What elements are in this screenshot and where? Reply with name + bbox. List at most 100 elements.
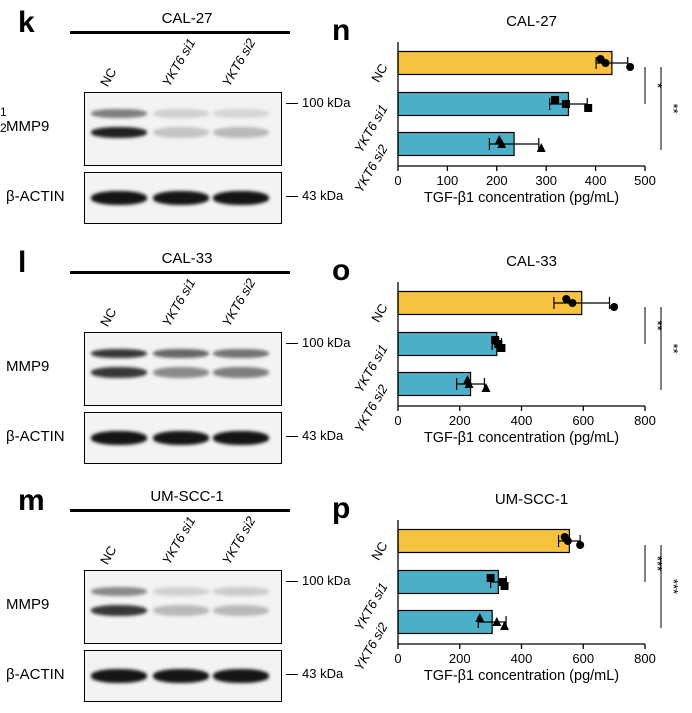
- data-point: [500, 621, 510, 630]
- actin-blot: [84, 650, 282, 702]
- kda-marker: 100 kDa: [286, 573, 350, 588]
- protein-band: [153, 587, 209, 596]
- kda-marker-label: 100 kDa: [302, 335, 351, 350]
- marker-tick: [286, 435, 298, 438]
- data-point: [486, 574, 495, 582]
- protein-band: [213, 367, 269, 378]
- data-point: [561, 100, 570, 108]
- side-number: 1: [0, 105, 7, 119]
- side-number: 2: [0, 121, 7, 135]
- mmp9-blot: [84, 570, 282, 644]
- protein-band: [213, 191, 269, 205]
- row-label-actin: β-ACTIN: [6, 188, 65, 205]
- panel-letter: m: [18, 484, 45, 517]
- data-point: [492, 617, 502, 626]
- actin-blot: [84, 172, 282, 224]
- category-label: NC: [368, 301, 390, 325]
- panel-letter: k: [18, 6, 35, 39]
- x-tick-label: 500: [634, 173, 656, 188]
- kda-marker-label: 43 kDa: [302, 666, 344, 681]
- protein-band: [153, 605, 209, 616]
- protein-band: [213, 431, 269, 445]
- row-label-mmp9: MMP9: [6, 358, 50, 375]
- data-point: [500, 582, 509, 590]
- data-point: [475, 613, 485, 622]
- kda-marker: 100 kDa: [286, 335, 350, 350]
- lane-label: YKT6 si1: [159, 513, 199, 567]
- bar-1: [397, 331, 498, 357]
- protein-band: [91, 431, 147, 445]
- category-label: NC: [368, 61, 390, 85]
- kda-marker: 43 kDa: [286, 188, 343, 203]
- protein-band: [91, 367, 147, 378]
- title-underline: [70, 509, 290, 512]
- marker-tick: [286, 342, 298, 345]
- lane-label: YKT6 si1: [159, 275, 199, 329]
- x-tick-label: 0: [394, 651, 401, 666]
- panel-letter: o: [332, 254, 350, 287]
- row-label-mmp9: MMP9: [6, 118, 50, 135]
- lane-label: NC: [97, 543, 120, 567]
- protein-band: [153, 349, 209, 358]
- protein-band: [213, 127, 269, 138]
- panel-letter: n: [332, 14, 350, 47]
- x-axis-label: TGF-β1 concentration (pg/mL): [424, 190, 619, 206]
- mmp9-blot: [84, 332, 282, 406]
- data-point: [568, 299, 577, 307]
- x-tick-label: 0: [394, 413, 401, 428]
- data-point: [497, 344, 506, 352]
- data-point: [497, 139, 507, 148]
- panel-letter: l: [18, 246, 27, 279]
- kda-marker: 43 kDa: [286, 428, 343, 443]
- data-point: [536, 143, 546, 152]
- lane-label: NC: [97, 65, 120, 89]
- lane-label: YKT6 si2: [219, 275, 259, 329]
- x-tick-label: 800: [634, 413, 656, 428]
- protein-band: [153, 127, 209, 138]
- protein-band: [91, 669, 147, 683]
- cell-line-title: UM-SCC-1: [150, 488, 224, 505]
- significance-label: ***: [666, 579, 681, 594]
- data-point: [601, 59, 610, 67]
- x-axis-label: TGF-β1 concentration (pg/mL): [424, 430, 619, 446]
- x-tick-label: 400: [585, 173, 607, 188]
- protein-band: [213, 109, 269, 118]
- marker-tick: [286, 673, 298, 676]
- x-tick-label: 600: [572, 651, 594, 666]
- x-tick-label: 600: [572, 413, 594, 428]
- lane-label: NC: [97, 305, 120, 329]
- bar-0: [397, 50, 613, 76]
- protein-band: [91, 109, 147, 118]
- cell-line-title: CAL-27: [161, 10, 213, 27]
- x-tick-label: 800: [634, 651, 656, 666]
- protein-band: [91, 127, 147, 138]
- kda-marker: 100 kDa: [286, 95, 350, 110]
- title-underline: [70, 31, 290, 34]
- panel-letter: p: [332, 492, 350, 525]
- data-point: [626, 63, 635, 71]
- protein-band: [213, 605, 269, 616]
- x-tick-label: 200: [449, 413, 471, 428]
- chart-title: CAL-33: [506, 253, 557, 270]
- data-point: [584, 104, 593, 112]
- data-point: [464, 379, 474, 388]
- bar-1: [397, 569, 499, 595]
- protein-band: [153, 431, 209, 445]
- marker-tick: [286, 580, 298, 583]
- protein-band: [213, 349, 269, 358]
- x-tick-label: 200: [486, 173, 508, 188]
- significance-label: **: [666, 103, 681, 113]
- significance-label: ***: [650, 556, 665, 571]
- marker-tick: [286, 102, 298, 105]
- kda-marker-label: 43 kDa: [302, 188, 344, 203]
- kda-marker-label: 100 kDa: [302, 573, 351, 588]
- kda-marker-label: 43 kDa: [302, 428, 344, 443]
- chart-title: UM-SCC-1: [495, 491, 568, 508]
- protein-band: [153, 191, 209, 205]
- row-label-mmp9: MMP9: [6, 596, 50, 613]
- data-point: [562, 295, 571, 303]
- x-tick-label: 300: [535, 173, 557, 188]
